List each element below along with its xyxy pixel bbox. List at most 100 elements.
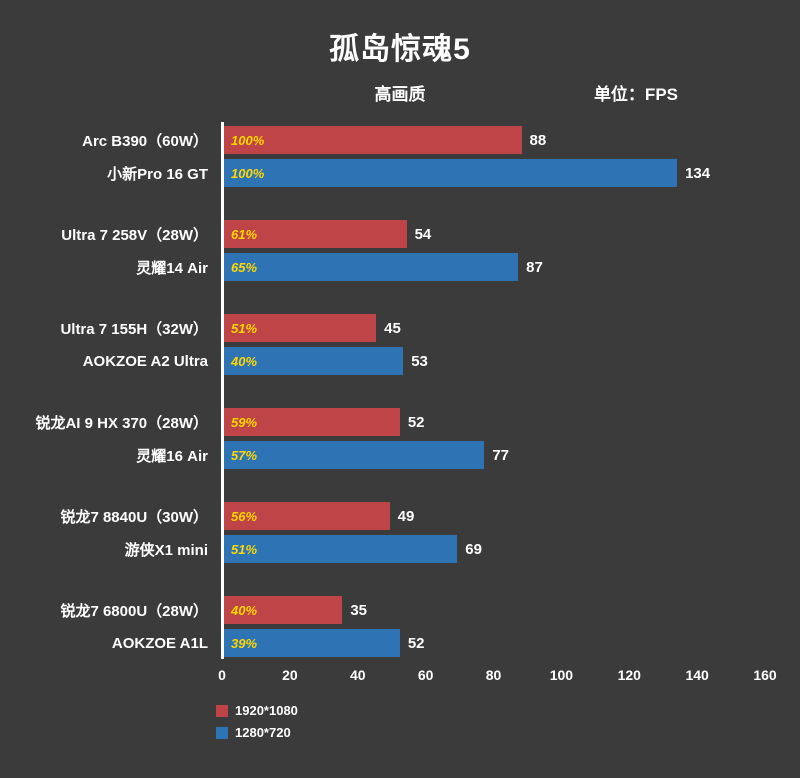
bar-row: Arc B390（60W） 100% 88 [0,126,800,154]
bar-chart: Arc B390（60W） 100% 88 小新Pro 16 GT 100% 134 Ult… [0,122,800,689]
x-axis-tick-label: 60 [417,667,434,683]
x-axis-tick-label: 160 [753,667,777,683]
x-axis-tick-label: 40 [349,667,366,683]
legend-label: 1920*1080 [235,703,298,718]
percent-label: 65% [231,259,258,275]
percent-label: 100% [231,132,265,148]
device-label: Ultra 7 258V（28W） [61,226,208,244]
bar-row: Ultra 7 155H（32W） 51% 45 [0,314,800,342]
device-label: 灵耀14 Air [136,259,208,277]
bar-rows: Arc B390（60W） 100% 88 小新Pro 16 GT 100% 134 Ult… [0,122,800,659]
bar-1920x1080: 56% [224,502,390,530]
bar-1920x1080: 100% [224,126,522,154]
x-axis-tick-label: 20 [282,667,298,683]
bar-track: 39% 52 [224,629,765,657]
bar-track: 56% 49 [224,502,765,530]
bar-track: 100% 134 [224,159,765,187]
bar-row: AOKZOE A1L 39% 52 [0,629,800,657]
bar-group: 锐龙7 8840U（30W） 56% 49 游侠X1 mini 51% 69 [0,502,800,563]
bar-track: 100% 88 [224,126,765,154]
bar-1920x1080: 40% [224,596,343,624]
bar-group: Ultra 7 155H（32W） 51% 45 AOKZOE A2 Ultra 40%… [0,314,800,375]
percent-label: 51% [231,541,258,557]
percent-label: 40% [231,602,258,618]
bar-track: 51% 45 [224,314,765,342]
device-label: 小新Pro 16 GT [107,165,208,183]
percent-label: 56% [231,508,258,524]
value-label: 52 [407,413,425,431]
value-label: 88 [529,131,547,149]
value-label: 35 [350,601,368,619]
bar-row: 灵耀14 Air 65% 87 [0,253,800,281]
device-label: 锐龙AI 9 HX 370（28W） [35,414,208,432]
percent-label: 59% [231,414,258,430]
device-label: 锐龙7 8840U（30W） [60,508,208,526]
device-label: Ultra 7 155H（32W） [60,320,208,338]
bar-1280x720: 51% [224,535,458,563]
value-label: 87 [526,258,543,276]
value-label: 77 [492,446,510,464]
percent-label: 100% [231,165,265,181]
bar-track: 40% 53 [224,347,765,375]
bar-track: 65% 87 [224,253,765,281]
bar-track: 61% 54 [224,220,765,248]
legend-swatch [216,726,228,739]
bar-1920x1080: 59% [224,408,400,436]
percent-label: 57% [231,447,258,463]
value-label: 52 [407,634,425,652]
value-label: 49 [397,507,415,525]
bar-group: Ultra 7 258V（28W） 61% 54 灵耀14 Air 65% 87 [0,220,800,281]
value-label: 134 [685,164,711,182]
percent-label: 39% [231,635,258,651]
bar-row: 锐龙AI 9 HX 370（28W） 59% 52 [0,408,800,436]
bar-row: AOKZOE A2 Ultra 40% 53 [0,347,800,375]
device-label: AOKZOE A2 Ultra [82,352,208,370]
bar-row: 小新Pro 16 GT 100% 134 [0,159,800,187]
legend-item: 1920*1080 [216,703,800,718]
chart-subtitle: 高画质 [374,85,426,104]
bar-1920x1080: 51% [224,314,377,342]
chart-title: 孤岛惊魂5 [329,33,471,66]
bar-group: Arc B390（60W） 100% 88 小新Pro 16 GT 100% 134 [0,126,800,187]
x-axis-tick-label: 140 [685,667,709,683]
bar-row: 锐龙7 8840U（30W） 56% 49 [0,502,800,530]
bar-track: 57% 77 [224,441,765,469]
bar-1280x720: 39% [224,629,400,657]
legend-swatch [216,704,228,717]
x-axis: 0 20 40 60 80 100 120 140 160 [218,665,777,689]
chart-legend: 1920*1080 1280*720 [216,703,800,740]
x-axis-tick-label: 80 [485,667,502,683]
x-axis-tick-label: 0 [218,667,226,683]
bar-row: Ultra 7 258V（28W） 61% 54 [0,220,800,248]
bar-1920x1080: 61% [224,220,407,248]
unit-label: 单位：FPS [593,85,678,104]
percent-label: 51% [231,320,258,336]
device-label: Arc B390（60W） [82,132,208,150]
bar-track: 59% 52 [224,408,765,436]
value-label: 53 [411,352,428,370]
bar-row: 灵耀16 Air 57% 77 [0,441,800,469]
device-label: AOKZOE A1L [111,634,208,652]
bar-track: 40% 35 [224,596,765,624]
bar-row: 游侠X1 mini 51% 69 [0,535,800,563]
y-axis-line [221,122,224,659]
value-label: 54 [414,225,432,243]
bar-group: 锐龙7 6800U（28W） 40% 35 AOKZOE A1L 39% 52 [0,596,800,657]
bar-track: 51% 69 [224,535,765,563]
legend-item: 1280*720 [216,725,800,740]
device-label: 灵耀16 Air [136,447,208,465]
device-label: 游侠X1 mini [124,541,208,559]
x-axis-tick-label: 100 [549,667,574,683]
percent-label: 61% [231,226,258,242]
bar-1280x720: 57% [224,441,485,469]
bar-1280x720: 40% [224,347,404,375]
bar-group: 锐龙AI 9 HX 370（28W） 59% 52 灵耀16 Air 57% 77 [0,408,800,469]
bar-1280x720: 65% [224,253,519,281]
chart-subheader: 高画质 单位：FPS [0,80,800,110]
value-label: 69 [465,540,482,558]
value-label: 45 [384,319,401,337]
bar-row: 锐龙7 6800U（28W） 40% 35 [0,596,800,624]
device-label: 锐龙7 6800U（28W） [60,602,208,620]
legend-label: 1280*720 [235,725,291,740]
